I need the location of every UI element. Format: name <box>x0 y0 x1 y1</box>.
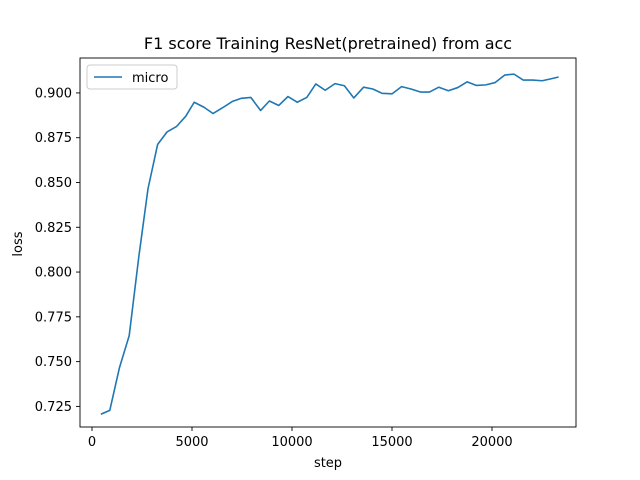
y-tick-label: 0.875 <box>35 131 72 146</box>
y-tick-label: 0.775 <box>35 310 72 325</box>
y-tick-label: 0.725 <box>35 400 72 415</box>
plot-area: 0 5000 10000 15000 20000 0.725 0.750 0.775 0.800… <box>35 57 577 450</box>
x-axis-label: step <box>314 456 342 471</box>
y-tick-label: 0.800 <box>35 266 72 281</box>
legend-box <box>86 64 178 90</box>
chart-title: F1 score Training ResNet(pretrained) fro… <box>144 34 512 53</box>
y-tick-label: 0.850 <box>35 176 72 191</box>
y-tick-label: 0.825 <box>35 221 72 236</box>
x-tick-label: 20000 <box>471 435 512 450</box>
y-tick-label: 0.750 <box>35 355 72 370</box>
plot-frame <box>79 57 577 428</box>
series-line-micro <box>100 73 559 415</box>
y-axis-label: loss <box>11 231 26 256</box>
x-tick-label: 5000 <box>175 435 208 450</box>
legend-label-micro: micro <box>132 71 168 86</box>
x-tick-label: 15000 <box>371 435 412 450</box>
x-tick-label: 0 <box>88 435 96 450</box>
y-tick-label: 0.900 <box>35 86 72 101</box>
x-tick-label: 10000 <box>271 435 312 450</box>
